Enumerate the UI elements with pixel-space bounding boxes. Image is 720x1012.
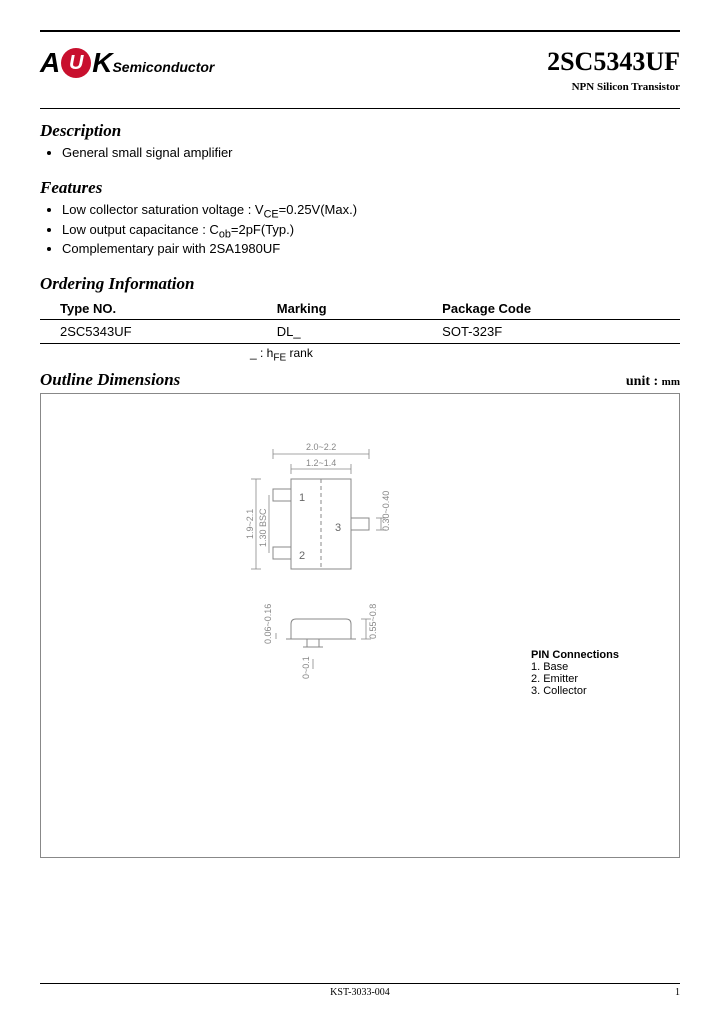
col-type-no: Type NO. — [40, 298, 257, 320]
footer-rule — [40, 983, 680, 984]
svg-text:1.30 BSC: 1.30 BSC — [258, 508, 268, 547]
svg-text:2.0~2.2: 2.0~2.2 — [306, 442, 336, 452]
table-header-row: Type NO. Marking Package Code — [40, 298, 680, 320]
svg-text:0.06~0.16: 0.06~0.16 — [263, 603, 273, 643]
outline-heading: Outline Dimensions — [40, 370, 180, 390]
svg-text:2: 2 — [299, 550, 305, 562]
features-list: Low collector saturation voltage : VCE=0… — [40, 202, 680, 256]
outline-header-row: Outline Dimensions unit : mm — [40, 370, 680, 390]
svg-text:3: 3 — [335, 522, 341, 534]
ordering-table: Type NO. Marking Package Code 2SC5343UF … — [40, 298, 680, 344]
part-number: 2SC5343UF — [547, 47, 680, 77]
header-rule — [40, 108, 680, 109]
unit-value: mm — [662, 376, 680, 388]
outline-unit: unit : mm — [626, 374, 680, 390]
features-heading: Features — [40, 178, 680, 198]
pin-connections: PIN Connections 1. Base 2. Emitter 3. Co… — [531, 649, 619, 697]
description-list: General small signal amplifier — [40, 145, 680, 160]
svg-text:0~0.1: 0~0.1 — [301, 656, 311, 679]
svg-text:1.2~1.4: 1.2~1.4 — [306, 458, 336, 468]
col-marking: Marking — [257, 298, 422, 320]
pin-1: 1. Base — [531, 661, 619, 673]
header-row: A U K Semiconductor 2SC5343UF NPN Silico… — [40, 47, 680, 93]
rank-note: _ : hFE rank — [40, 346, 680, 363]
table-row: 2SC5343UF DL_ SOT-323F — [40, 320, 680, 344]
cell-package-code: SOT-323F — [422, 320, 680, 344]
logo-letter-a: A — [40, 47, 60, 79]
logo-letter-k: K — [92, 47, 112, 79]
package-outline-icon: 1 2 3 2.0~2.2 1.2~1.4 0.30~0.40 1.9~2.1 — [211, 419, 471, 749]
svg-text:1.9~2.1: 1.9~2.1 — [245, 508, 255, 538]
logo-letter-u-circle: U — [61, 48, 91, 78]
cell-marking: DL_ — [257, 320, 422, 344]
part-subtitle: NPN Silicon Transistor — [547, 81, 680, 93]
description-heading: Description — [40, 121, 680, 141]
ordering-heading: Ordering Information — [40, 274, 680, 294]
part-block: 2SC5343UF NPN Silicon Transistor — [547, 47, 680, 93]
logo-text-semiconductor: Semiconductor — [112, 59, 214, 79]
unit-label: unit : — [626, 374, 658, 389]
description-item: General small signal amplifier — [62, 145, 680, 160]
pin-2: 2. Emitter — [531, 673, 619, 685]
outline-diagram-box: 1 2 3 2.0~2.2 1.2~1.4 0.30~0.40 1.9~2.1 — [40, 393, 680, 858]
svg-text:1: 1 — [299, 492, 305, 504]
col-package-code: Package Code — [422, 298, 680, 320]
pin-3: 3. Collector — [531, 685, 619, 697]
svg-text:0.30~0.40: 0.30~0.40 — [381, 490, 391, 530]
cell-type-no: 2SC5343UF — [40, 320, 257, 344]
features-item: Low collector saturation voltage : VCE=0… — [62, 202, 680, 221]
svg-text:0.55~0.8: 0.55~0.8 — [368, 603, 378, 638]
footer-doc-id: KST-3033-004 — [0, 987, 720, 998]
page-number: 1 — [675, 987, 680, 998]
top-rule — [40, 30, 680, 32]
company-logo: A U K Semiconductor — [40, 47, 214, 79]
pin-connections-title: PIN Connections — [531, 649, 619, 661]
features-item: Complementary pair with 2SA1980UF — [62, 241, 680, 256]
features-item: Low output capacitance : Cob=2pF(Typ.) — [62, 222, 680, 241]
